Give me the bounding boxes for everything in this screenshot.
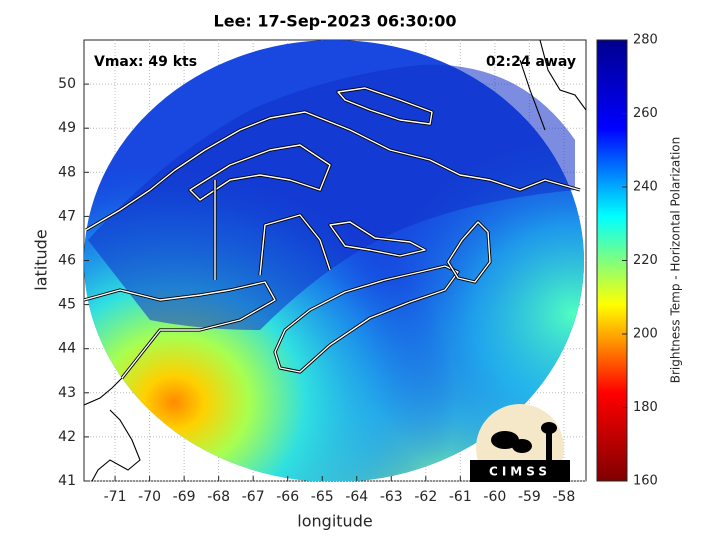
x-tick-label: -59 [518, 489, 541, 505]
colorbar-tick-label: 280 [633, 33, 658, 48]
colorbar-tick-label: 240 [633, 180, 658, 195]
coast-outside [519, 40, 586, 131]
axes: -71 -70 -69 -68 -67 -66 -65 -64 -63 -62 -61 -60 -59-… [58, 76, 575, 505]
logo-text: CIMSS [489, 465, 551, 479]
annotation: Vmax: 49 kts [94, 54, 197, 70]
coastlines [84, 40, 586, 481]
y-axis-label: latitude [32, 229, 51, 290]
coast-outside [84, 377, 141, 481]
x-tick-label: -66 [276, 489, 299, 505]
x-tick-label: -61 [449, 489, 472, 505]
y-tick-label: 46 [58, 253, 76, 269]
colorbar-tick-label: 220 [633, 253, 658, 268]
x-tick-label: -62 [414, 489, 437, 505]
colorbar-label: Brightness Temp - Horizontal Polarizatio… [669, 137, 683, 384]
x-tick-label: -67 [242, 489, 265, 505]
x-tick-label: -60 [483, 489, 506, 505]
x-tick-label: -63 [380, 489, 403, 505]
y-tick-label: 42 [58, 429, 76, 445]
logo: CIMSS [470, 404, 570, 482]
coast-inside [84, 86, 581, 379]
x-tick-label: -58 [552, 489, 575, 505]
x-tick-label: -65 [311, 489, 334, 505]
chart-title: Lee: 17-Sep-2023 06:30:00 [214, 12, 457, 31]
y-tick-label: 41 [58, 473, 76, 489]
y-tick-label: 50 [58, 76, 76, 92]
colorbar-tick-label: 180 [633, 400, 658, 415]
x-tick-label: -71 [104, 489, 127, 505]
colorbar-tick-label: 160 [633, 474, 658, 489]
y-tick-label: 47 [58, 208, 76, 224]
swath [84, 40, 584, 481]
y-tick-label: 43 [58, 385, 76, 401]
swath-land [88, 64, 575, 331]
x-tick-label: -68 [207, 489, 230, 505]
x-axis-label: longitude [297, 512, 372, 531]
colorbar-tick-label: 260 [633, 106, 658, 121]
x-tick-label: -69 [173, 489, 196, 505]
annotation: 02:24 away [486, 54, 576, 70]
y-tick-label: 48 [58, 164, 76, 180]
x-tick-label: -64 [345, 489, 368, 505]
y-tick-label: 45 [58, 297, 76, 313]
colorbar-tick-label: 200 [633, 327, 658, 342]
y-tick-label: 49 [58, 120, 76, 136]
y-tick-label: 44 [58, 341, 76, 357]
colorbar-axis: 160 180 200 220 240 260 280 [622, 33, 658, 489]
x-tick-label: -70 [138, 489, 161, 505]
